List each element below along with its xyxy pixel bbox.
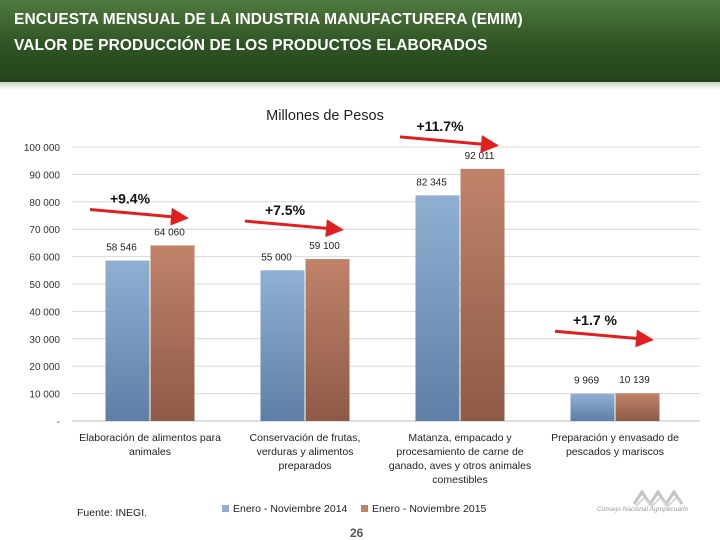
y-tick-label: 60 000 — [29, 253, 60, 264]
y-tick-label: 20 000 — [29, 362, 60, 373]
bar-2015 — [615, 393, 660, 421]
bar-2014 — [260, 270, 305, 421]
growth-arrow — [89, 207, 189, 226]
category-label-line: pescados y mariscos — [566, 446, 664, 458]
y-tick-label: 80 000 — [29, 198, 60, 209]
category-label-line: verduras y alimentos — [257, 446, 354, 458]
y-tick-label: - — [57, 417, 60, 428]
header-subtitle: VALOR DE PRODUCCIÓN DE LOS PRODUCTOS ELA… — [14, 37, 488, 54]
category-label: Elaboración de alimentos para animales — [79, 432, 221, 458]
growth-annotation: +11.7% — [416, 118, 464, 134]
data-label-2015: 10 139 — [619, 375, 650, 386]
data-label-2015: 64 060 — [154, 227, 185, 238]
y-tick-label: 70 000 — [29, 225, 60, 236]
category-label-line: Conservación de frutas, — [250, 432, 361, 444]
data-label-2014: 9 969 — [574, 376, 599, 387]
growth-annotation: +1.7 % — [573, 312, 618, 328]
page-number: 26 — [350, 526, 364, 540]
growth-annotation: +9.4% — [110, 190, 151, 206]
y-tick-label: 30 000 — [29, 335, 60, 346]
data-label-2015: 59 100 — [309, 241, 340, 252]
category-label-line: comestibles — [432, 474, 487, 486]
bar-2015 — [305, 259, 350, 421]
category-label-line: procesamiento de carne de — [396, 446, 523, 458]
y-tick-label: 10 000 — [29, 390, 60, 401]
y-tick-label: 50 000 — [29, 280, 60, 291]
growth-arrow — [244, 219, 344, 238]
bar-2015 — [460, 168, 505, 421]
data-label-2015: 92 011 — [465, 151, 495, 162]
y-tick-label: 100 000 — [24, 143, 61, 154]
chart-title: Millones de Pesos — [266, 108, 384, 124]
bar-2014 — [570, 393, 615, 421]
category-label-line: animales — [129, 446, 171, 458]
data-label-2014: 58 546 — [106, 243, 137, 254]
category-label: Preparación y envasado de pescados y mari… — [551, 432, 679, 458]
bar-2015 — [150, 245, 195, 421]
logo-caption: Consejo Nacional Agropecuario — [597, 506, 689, 513]
bar-2014 — [105, 260, 150, 421]
category-label-line: Matanza, empacado y — [408, 432, 512, 444]
legend-swatch-2014 — [222, 505, 229, 512]
growth-annotation: +7.5% — [265, 202, 306, 218]
growth-arrow — [554, 329, 654, 348]
y-tick-label: 90 000 — [29, 170, 60, 181]
data-label-2014: 82 345 — [416, 177, 447, 188]
growth-arrow — [399, 135, 499, 154]
y-tick-label: 40 000 — [29, 307, 60, 318]
category-label-line: Preparación y envasado de — [551, 432, 679, 444]
category-label-line: ganado, aves y otros animales — [389, 460, 531, 472]
category-label: Matanza, empacado y procesamiento de carn… — [389, 432, 531, 486]
bar-2014 — [415, 195, 460, 421]
header-title: ENCUESTA MENSUAL DE LA INDUSTRIA MANUFAC… — [14, 11, 523, 28]
legend-label-2014: Enero - Noviembre 2014 — [233, 503, 348, 515]
category-label-line: preparados — [278, 460, 331, 472]
legend-swatch-2015 — [361, 505, 368, 512]
header-shade — [0, 82, 720, 90]
cna-logo-icon — [632, 489, 684, 508]
category-label-line: Elaboración de alimentos para — [79, 432, 221, 444]
source-note: Fuente: INEGI. — [77, 507, 148, 519]
header-banner: ENCUESTA MENSUAL DE LA INDUSTRIA MANUFAC… — [0, 0, 720, 82]
legend-label-2015: Enero - Noviembre 2015 — [372, 503, 487, 515]
category-label: Conservación de frutas, verduras y alimen… — [250, 432, 361, 472]
data-label-2014: 55 000 — [261, 252, 292, 263]
